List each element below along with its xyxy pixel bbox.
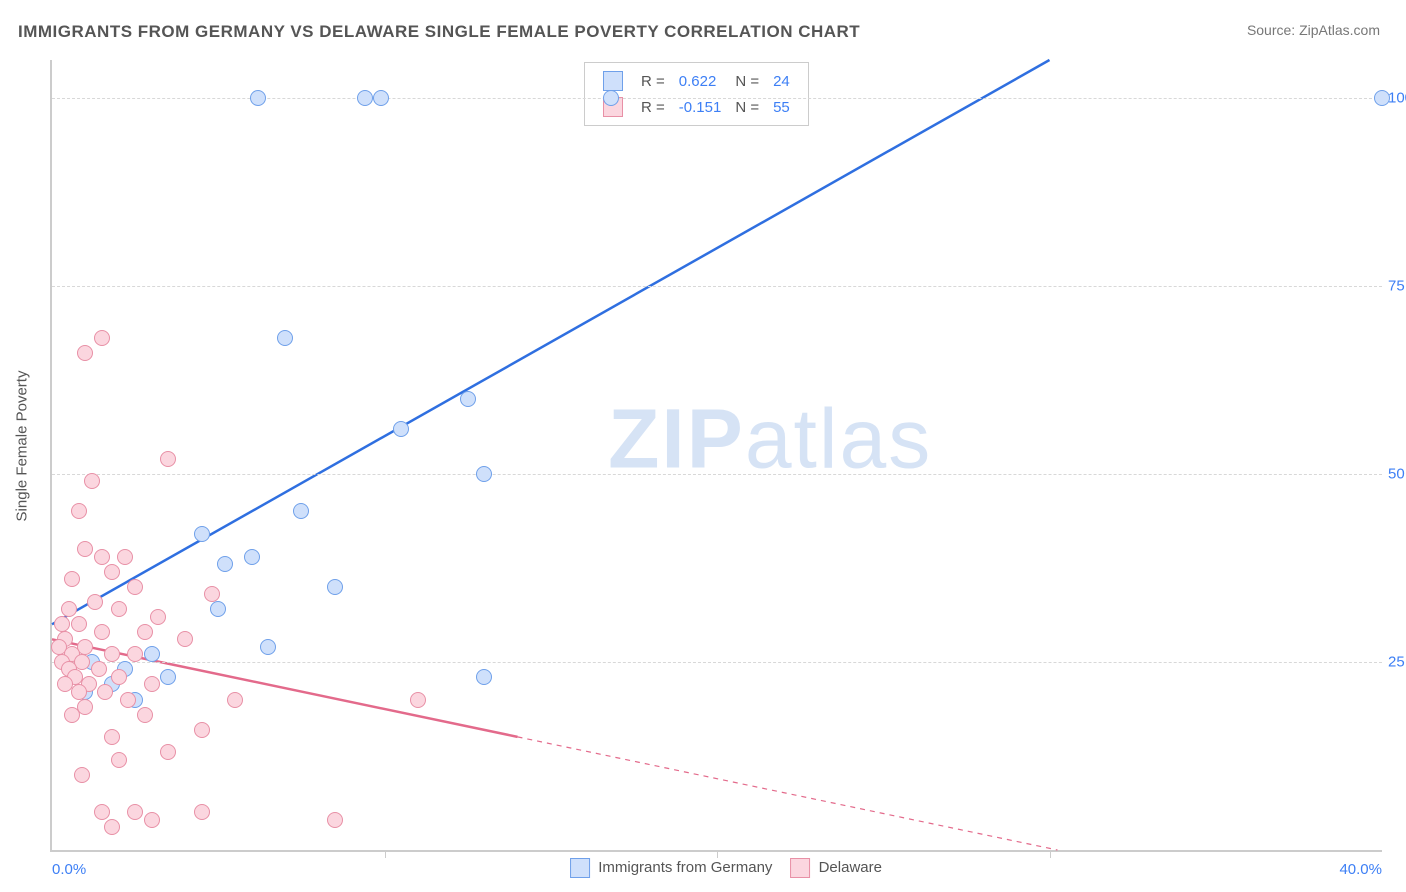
- data-point: [1374, 90, 1390, 106]
- data-point: [94, 549, 110, 565]
- source-prefix: Source:: [1247, 22, 1299, 38]
- data-point: [104, 646, 120, 662]
- data-point: [476, 466, 492, 482]
- data-point: [64, 571, 80, 587]
- legend-swatch: [570, 858, 590, 878]
- data-point: [97, 684, 113, 700]
- x-tick: [385, 850, 386, 858]
- data-point: [127, 804, 143, 820]
- x-tick: [1050, 850, 1051, 858]
- data-point: [64, 707, 80, 723]
- data-point: [71, 684, 87, 700]
- data-point: [111, 601, 127, 617]
- chart-plot-area: ZIPatlas R =0.622N =24R =-0.151N =55 Imm…: [50, 60, 1382, 852]
- data-point: [91, 661, 107, 677]
- data-point: [260, 639, 276, 655]
- gridline-horizontal: [52, 474, 1382, 475]
- data-point: [460, 391, 476, 407]
- data-point: [603, 90, 619, 106]
- y-tick-label: 75.0%: [1388, 277, 1406, 294]
- data-point: [217, 556, 233, 572]
- data-point: [327, 579, 343, 595]
- y-tick-label: 25.0%: [1388, 653, 1406, 670]
- trend-line-solid: [52, 639, 518, 737]
- data-point: [177, 631, 193, 647]
- data-point: [77, 541, 93, 557]
- legend-swatch: [790, 858, 810, 878]
- data-point: [84, 473, 100, 489]
- data-point: [210, 601, 226, 617]
- gridline-horizontal: [52, 662, 1382, 663]
- data-point: [293, 503, 309, 519]
- data-point: [111, 752, 127, 768]
- y-axis-title: Single Female Poverty: [14, 371, 31, 522]
- gridline-horizontal: [52, 286, 1382, 287]
- series-legend: Immigrants from Germany Delaware: [552, 858, 882, 878]
- r-label: R =: [635, 69, 671, 93]
- legend-series-label: Immigrants from Germany: [594, 859, 772, 876]
- data-point: [160, 451, 176, 467]
- data-point: [104, 819, 120, 835]
- data-point: [71, 616, 87, 632]
- data-point: [127, 646, 143, 662]
- n-value: 24: [767, 69, 796, 93]
- data-point: [194, 526, 210, 542]
- data-point: [410, 692, 426, 708]
- data-point: [476, 669, 492, 685]
- x-tick-label: 0.0%: [52, 861, 86, 878]
- data-point: [71, 503, 87, 519]
- data-point: [160, 744, 176, 760]
- source-name: ZipAtlas.com: [1299, 22, 1380, 38]
- data-point: [194, 804, 210, 820]
- data-point: [94, 624, 110, 640]
- r-value: 0.622: [673, 69, 728, 93]
- y-tick-label: 50.0%: [1388, 465, 1406, 482]
- data-point: [104, 564, 120, 580]
- x-tick-label: 40.0%: [1339, 861, 1382, 878]
- legend-series-label: Delaware: [814, 859, 882, 876]
- data-point: [104, 729, 120, 745]
- legend series-stats-row: R =0.622N =24: [597, 69, 796, 93]
- data-point: [74, 767, 90, 783]
- data-point: [250, 90, 266, 106]
- data-point: [117, 549, 133, 565]
- x-tick: [717, 850, 718, 858]
- data-point: [77, 345, 93, 361]
- data-point: [393, 421, 409, 437]
- data-point: [144, 676, 160, 692]
- y-tick-label: 100.0%: [1388, 89, 1406, 106]
- data-point: [144, 812, 160, 828]
- data-point: [160, 669, 176, 685]
- legend-swatch: [603, 71, 623, 91]
- data-point: [127, 579, 143, 595]
- data-point: [357, 90, 373, 106]
- data-point: [244, 549, 260, 565]
- page-title: IMMIGRANTS FROM GERMANY VS DELAWARE SING…: [18, 22, 860, 42]
- source-attribution: Source: ZipAtlas.com: [1247, 22, 1380, 38]
- trend-line-dashed: [518, 737, 1058, 850]
- data-point: [227, 692, 243, 708]
- data-point: [87, 594, 103, 610]
- data-point: [111, 669, 127, 685]
- data-point: [94, 330, 110, 346]
- data-point: [137, 624, 153, 640]
- data-point: [204, 586, 220, 602]
- data-point: [144, 646, 160, 662]
- data-point: [94, 804, 110, 820]
- data-point: [120, 692, 136, 708]
- data-point: [54, 616, 70, 632]
- data-point: [327, 812, 343, 828]
- data-point: [277, 330, 293, 346]
- n-label: N =: [729, 69, 765, 93]
- data-point: [373, 90, 389, 106]
- data-point: [137, 707, 153, 723]
- data-point: [150, 609, 166, 625]
- data-point: [61, 601, 77, 617]
- trend-lines-layer: [52, 60, 1382, 850]
- data-point: [194, 722, 210, 738]
